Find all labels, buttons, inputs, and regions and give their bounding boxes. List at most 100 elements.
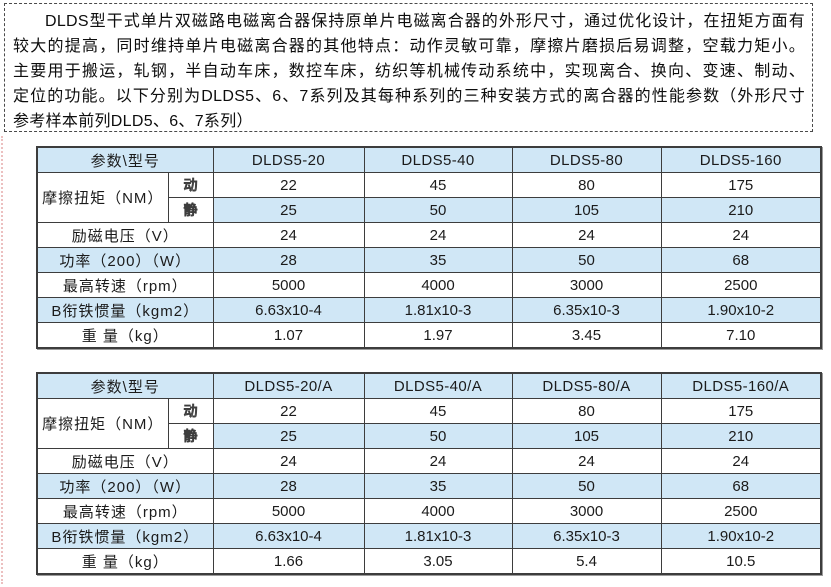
value-cell: 24 (660, 222, 822, 248)
param-label: B衔铁惯量（kgm2） (36, 523, 214, 549)
value-cell: 1.07 (212, 322, 365, 349)
spec-table-dlds5a: 参数\型号 DLDS5-20/A DLDS5-40/A DLDS5-80/A D… (36, 372, 822, 575)
value-cell: 5.4 (511, 548, 662, 575)
sub-label-static: 静 (167, 423, 214, 449)
value-cell: 50 (363, 197, 513, 223)
value-cell: 6.35x10-3 (511, 523, 662, 549)
value-cell: 22 (212, 172, 365, 198)
value-cell: 45 (363, 172, 513, 198)
value-cell: 3.45 (511, 322, 662, 349)
table-row: 静 25 50 105 210 (37, 423, 822, 449)
table-row: 重 量（kg） 1.07 1.97 3.45 7.10 (36, 322, 822, 349)
spec-table-dlds5: 参数\型号 DLDS5-20 DLDS5-40 DLDS5-80 DLDS5-1… (36, 146, 822, 349)
value-cell: 3.05 (363, 548, 513, 575)
table-row: 摩擦扭矩（NM） 动 22 45 80 175 (36, 172, 822, 223)
param-label: B衔铁惯量（kgm2） (36, 297, 214, 323)
model-header: DLDS5-40 (363, 146, 513, 173)
table-row: 功率（200）（W） 28 35 50 68 (36, 247, 822, 273)
value-cell: 24 (363, 448, 513, 474)
value-cell: 80 (511, 398, 662, 424)
value-cell: 22 (212, 398, 365, 424)
model-header: DLDS5-40/A (363, 372, 513, 399)
intro-text-box: DLDS型干式单片双磁路电磁离合器保持原单片电磁离合器的外形尺寸，通过优化设计，… (4, 3, 813, 132)
value-cell: 35 (363, 473, 513, 499)
value-cell: 80 (511, 172, 662, 198)
value-cell: 24 (363, 222, 513, 248)
param-label: 重 量（kg） (36, 322, 214, 349)
value-cell: 24 (511, 222, 662, 248)
sub-label-static: 静 (167, 197, 214, 223)
table-row: 励磁电压（V） 24 24 24 24 (36, 222, 822, 248)
value-cell: 50 (511, 247, 662, 273)
value-cell: 68 (660, 247, 822, 273)
value-cell: 1.97 (363, 322, 513, 349)
sub-label-dynamic: 动 (167, 172, 214, 198)
value-cell: 10.5 (660, 548, 822, 575)
table-row: 励磁电压（V） 24 24 24 24 (36, 448, 822, 474)
value-cell: 35 (363, 247, 513, 273)
model-header: DLDS5-20 (212, 146, 365, 173)
value-cell: 210 (660, 423, 822, 449)
value-cell: 1.66 (212, 548, 365, 575)
value-cell: 3000 (511, 272, 662, 298)
value-cell: 24 (212, 222, 365, 248)
value-cell: 4000 (363, 498, 513, 524)
corner-cell: 参数\型号 (36, 372, 214, 399)
value-cell: 210 (660, 197, 822, 223)
param-label: 励磁电压（V） (36, 222, 214, 248)
table-row: 重 量（kg） 1.66 3.05 5.4 10.5 (36, 548, 822, 575)
value-cell: 5000 (212, 498, 365, 524)
value-cell: 175 (660, 172, 822, 198)
table-row: B衔铁惯量（kgm2） 6.63x10-4 1.81x10-3 6.35x10-… (36, 523, 822, 549)
table-row: 参数\型号 DLDS5-20 DLDS5-40 DLDS5-80 DLDS5-1… (36, 146, 822, 173)
value-cell: 105 (511, 423, 662, 449)
value-cell: 1.90x10-2 (660, 523, 822, 549)
value-cell: 45 (363, 398, 513, 424)
param-label: 重 量（kg） (36, 548, 214, 575)
param-label: 功率（200）（W） (36, 247, 214, 273)
param-label: 最高转速（rpm） (36, 498, 214, 524)
value-cell: 50 (363, 423, 513, 449)
value-cell: 2500 (660, 498, 822, 524)
value-cell: 24 (212, 448, 365, 474)
table-row: 最高转速（rpm） 5000 4000 3000 2500 (36, 498, 822, 524)
value-cell: 4000 (363, 272, 513, 298)
param-label: 功率（200）（W） (36, 473, 214, 499)
param-label: 最高转速（rpm） (36, 272, 214, 298)
value-cell: 6.63x10-4 (212, 297, 365, 323)
model-header: DLDS5-80 (511, 146, 662, 173)
table-row: 摩擦扭矩（NM） 动 22 45 80 175 (36, 398, 822, 449)
table-row: 静 25 50 105 210 (37, 197, 822, 223)
value-cell: 1.81x10-3 (363, 297, 513, 323)
param-label: 励磁电压（V） (36, 448, 214, 474)
value-cell: 6.63x10-4 (212, 523, 365, 549)
intro-line: 较大的提高，同时维持单片电磁离合器的其他特点：动作灵敏可靠，摩擦片磨损后易调整，… (13, 38, 805, 55)
intro-line: 定位的功能。以下分别为DLDS5、6、7系列及其每种系列的三种安装方式的离合器的… (13, 88, 805, 105)
intro-line: 参考样本前列DLD5、6、7系列） (13, 113, 253, 130)
value-cell: 6.35x10-3 (511, 297, 662, 323)
table-row: 最高转速（rpm） 5000 4000 3000 2500 (36, 272, 822, 298)
model-header: DLDS5-160 (660, 146, 822, 173)
intro-line: DLDS型干式单片双磁路电磁离合器保持原单片电磁离合器的外形尺寸，通过优化设计，… (45, 13, 805, 30)
page-margin-line (1, 136, 3, 584)
value-cell: 7.10 (660, 322, 822, 349)
value-cell: 25 (212, 197, 365, 223)
param-label: 摩擦扭矩（NM） (36, 398, 169, 449)
value-cell: 3000 (511, 498, 662, 524)
value-cell: 24 (511, 448, 662, 474)
model-header: DLDS5-80/A (511, 372, 662, 399)
value-cell: 1.90x10-2 (660, 297, 822, 323)
value-cell: 175 (660, 398, 822, 424)
intro-line: 主要用于搬运，轧钢，半自动车床，数控车床，纺织等机械传动系统中，实现离合、换向、… (13, 63, 805, 80)
param-label: 摩擦扭矩（NM） (36, 172, 169, 223)
value-cell: 28 (212, 247, 365, 273)
table-row: 参数\型号 DLDS5-20/A DLDS5-40/A DLDS5-80/A D… (36, 372, 822, 399)
value-cell: 24 (660, 448, 822, 474)
value-cell: 5000 (212, 272, 365, 298)
sub-label-dynamic: 动 (167, 398, 214, 424)
value-cell: 25 (212, 423, 365, 449)
table-row: B衔铁惯量（kgm2） 6.63x10-4 1.81x10-3 6.35x10-… (36, 297, 822, 323)
corner-cell: 参数\型号 (36, 146, 214, 173)
table-row: 功率（200）（W） 28 35 50 68 (36, 473, 822, 499)
